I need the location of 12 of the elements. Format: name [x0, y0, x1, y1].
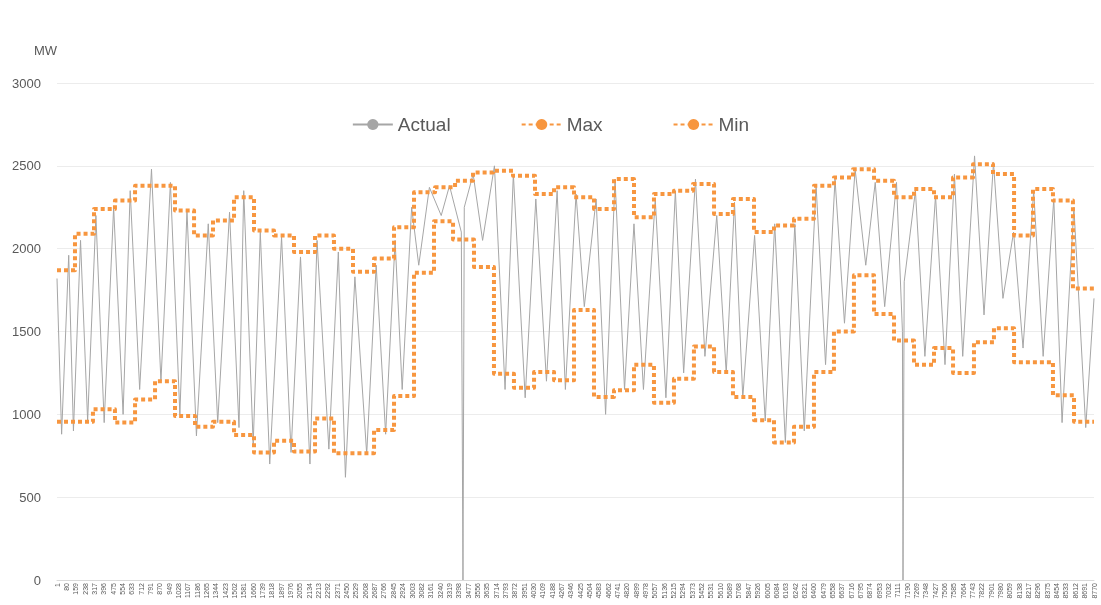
- y-tick-label: 2000: [12, 241, 41, 257]
- legend-label: Actual: [397, 114, 451, 135]
- y-tick-label: 0: [33, 572, 41, 588]
- y-tick-label: 1500: [12, 324, 41, 339]
- legend-label: Max: [566, 114, 604, 135]
- y-axis-title: MW: [33, 43, 58, 58]
- y-tick-label: 3000: [12, 75, 41, 91]
- line-series: [56, 155, 1095, 581]
- y-tick-label: 2500: [12, 158, 41, 174]
- legend-label: Min: [718, 114, 750, 135]
- y-tick-label: 1000: [12, 406, 41, 422]
- y-tick-label: 500: [19, 489, 41, 505]
